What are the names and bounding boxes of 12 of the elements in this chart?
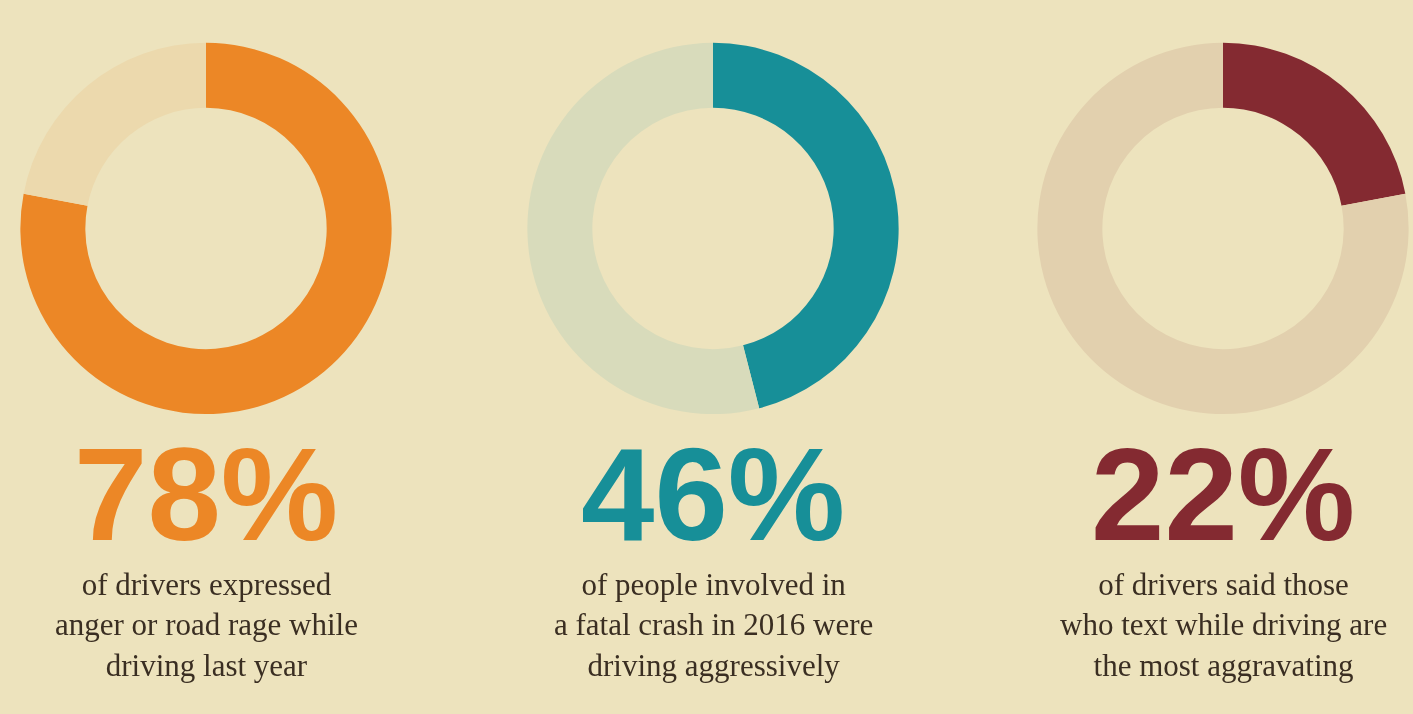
donut-slice bbox=[23, 42, 206, 206]
text: 46% bbox=[581, 421, 846, 568]
donut-slice bbox=[1037, 42, 1409, 414]
text: 22% bbox=[1091, 421, 1356, 568]
text: 78% bbox=[74, 421, 339, 568]
donut-slice bbox=[1223, 42, 1406, 206]
text: of drivers expressed anger or road rage while driving last year bbox=[55, 567, 358, 683]
donut-slice bbox=[527, 42, 760, 415]
text: of people involved in a fatal crash in 2016 were driving aggressively bbox=[554, 567, 874, 683]
text: of drivers said those who text while driving are the most aggravating bbox=[1060, 567, 1388, 683]
donut-slice bbox=[20, 42, 392, 414]
donut-slice bbox=[713, 42, 899, 409]
